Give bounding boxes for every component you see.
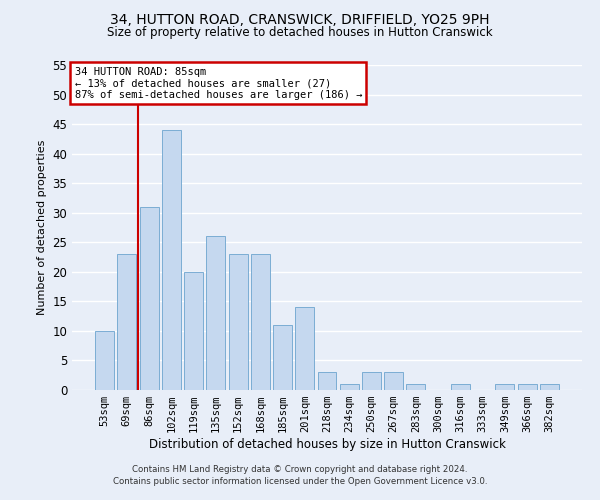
Bar: [540, 384, 559, 390]
Bar: [295, 308, 314, 390]
Bar: [140, 207, 158, 390]
Bar: [451, 384, 470, 390]
Bar: [317, 372, 337, 390]
Bar: [340, 384, 359, 390]
Text: 34, HUTTON ROAD, CRANSWICK, DRIFFIELD, YO25 9PH: 34, HUTTON ROAD, CRANSWICK, DRIFFIELD, Y…: [110, 12, 490, 26]
Bar: [362, 372, 381, 390]
X-axis label: Distribution of detached houses by size in Hutton Cranswick: Distribution of detached houses by size …: [149, 438, 505, 451]
Bar: [206, 236, 225, 390]
Bar: [229, 254, 248, 390]
Bar: [251, 254, 270, 390]
Text: Contains HM Land Registry data © Crown copyright and database right 2024.
Contai: Contains HM Land Registry data © Crown c…: [113, 464, 487, 486]
Text: 34 HUTTON ROAD: 85sqm
← 13% of detached houses are smaller (27)
87% of semi-deta: 34 HUTTON ROAD: 85sqm ← 13% of detached …: [74, 66, 362, 100]
Bar: [184, 272, 203, 390]
Bar: [518, 384, 536, 390]
Bar: [95, 331, 114, 390]
Bar: [118, 254, 136, 390]
Text: Size of property relative to detached houses in Hutton Cranswick: Size of property relative to detached ho…: [107, 26, 493, 39]
Bar: [496, 384, 514, 390]
Bar: [384, 372, 403, 390]
Bar: [162, 130, 181, 390]
Bar: [406, 384, 425, 390]
Y-axis label: Number of detached properties: Number of detached properties: [37, 140, 47, 315]
Bar: [273, 325, 292, 390]
